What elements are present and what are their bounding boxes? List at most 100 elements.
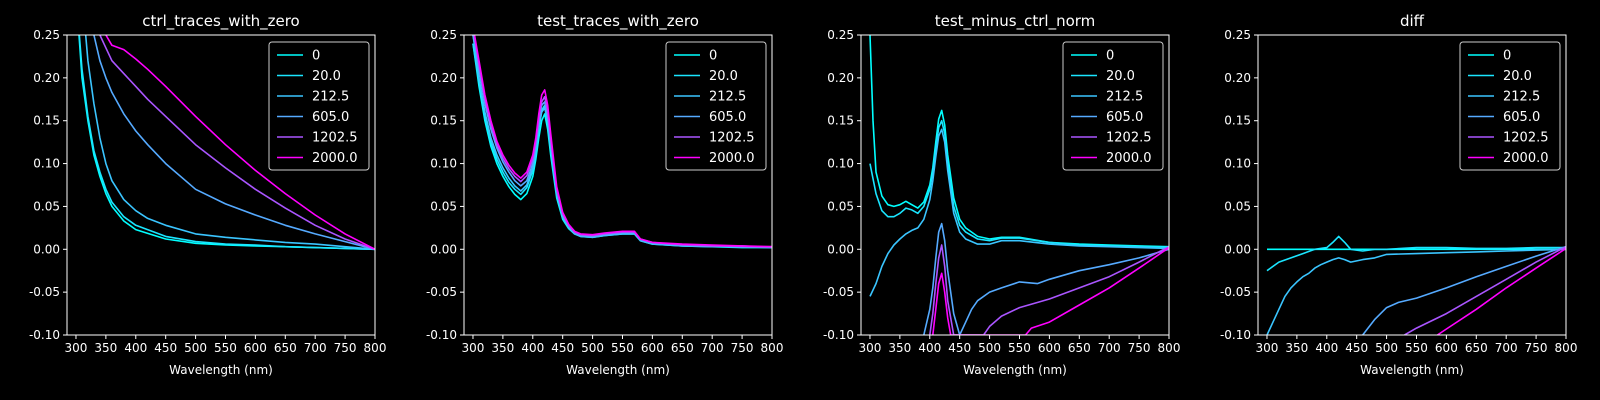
chart-title: ctrl_traces_with_zero [142,12,299,31]
x-tick-label: 750 [731,341,754,355]
y-tick-label: 0.25 [1224,28,1251,42]
y-tick-label: -0.05 [426,285,457,299]
series-line-5 [1436,247,1566,335]
x-tick-label: 300 [65,341,88,355]
x-tick-label: 350 [94,341,117,355]
x-tick-label: 750 [334,341,357,355]
legend: 0 20.0 212.5 605.0 1202.5 2000.0 [1062,41,1164,171]
series-group [472,35,772,249]
y-tick-label: 0.00 [827,242,854,256]
x-tick-label: 800 [1555,341,1578,355]
legend-box [1459,41,1561,171]
y-tick-label: -0.10 [29,328,60,342]
x-tick-label: 700 [1495,341,1518,355]
x-tick-label: 450 [1345,341,1368,355]
x-tick-label: 300 [859,341,882,355]
x-axis-label: Wavelength (nm) [963,363,1067,377]
y-tick-label: 0.20 [1224,71,1251,85]
x-tick-label: 600 [1038,341,1061,355]
plot-frame [463,34,773,336]
x-axis-label: Wavelength (nm) [1360,363,1464,377]
legend-label-2: 212.5 [709,90,746,105]
y-tick-label: 0.10 [33,157,60,171]
series-line-2 [1266,248,1566,335]
x-tick-label: 550 [1405,341,1428,355]
chart-1: test_traces_with_zero 300 350 400 450 500 550 6… [426,12,784,377]
series-line-3 [1362,245,1566,335]
legend-label-4: 1202.5 [1503,131,1549,146]
y-tick-label: 0.20 [430,71,457,85]
series-line-1 [869,119,1169,249]
x-axis-label: Wavelength (nm) [566,363,670,377]
series-line-3 [93,35,375,251]
series-group [869,35,1169,335]
legend-label-5: 2000.0 [709,151,755,166]
y-tick-label: 0.05 [33,199,60,213]
legend-box [665,41,767,171]
series-group [1266,235,1566,335]
y-tick-label: 0.00 [33,242,60,256]
legend: 0 20.0 212.5 605.0 1202.5 2000.0 [665,41,767,171]
legend-label-1: 20.0 [709,69,738,84]
legend-label-4: 1202.5 [312,131,358,146]
y-tick-label: 0.10 [1224,157,1251,171]
x-tick-label: 450 [551,341,574,355]
chart-title: test_minus_ctrl_norm [935,12,1096,31]
chart-title: diff [1400,12,1425,30]
legend-label-3: 605.0 [312,110,349,125]
y-tick-label: 0.05 [430,199,457,213]
y-tick-label: 0.15 [827,114,854,128]
legend-label-5: 2000.0 [312,151,358,166]
series-line-5 [932,246,1169,335]
x-tick-label: 750 [1128,341,1151,355]
x-tick-label: 550 [1008,341,1031,355]
legend-label-0: 0 [1503,49,1511,64]
y-tick-label: -0.10 [823,328,854,342]
legend-label-0: 0 [1106,49,1114,64]
plot-frame [1257,34,1567,336]
x-tick-label: 550 [611,341,634,355]
x-tick-label: 600 [1435,341,1458,355]
x-tick-label: 650 [1465,341,1488,355]
legend-label-1: 20.0 [1106,69,1135,84]
x-tick-label: 700 [304,341,327,355]
chart-0: ctrl_traces_with_zero 300 350 400 450 500 550 6… [29,12,387,377]
chart-3: diff 300 350 400 450 500 550 600 650 700 750 800 -0.… [1220,12,1578,377]
legend-label-3: 605.0 [709,110,746,125]
legend-label-3: 605.0 [1106,110,1143,125]
legend-label-2: 212.5 [312,90,349,105]
plot-frame [860,34,1170,336]
legend: 0 20.0 212.5 605.0 1202.5 2000.0 [1459,41,1561,171]
x-tick-label: 650 [1068,341,1091,355]
x-tick-label: 650 [274,341,297,355]
x-tick-label: 400 [124,341,147,355]
y-tick-label: 0.00 [430,242,457,256]
x-tick-label: 550 [214,341,237,355]
x-tick-label: 350 [1285,341,1308,355]
x-tick-label: 500 [184,341,207,355]
x-tick-label: 350 [888,341,911,355]
series-line-5 [105,35,375,251]
x-tick-label: 800 [761,341,784,355]
series-line-4 [99,35,375,251]
y-tick-label: -0.10 [1220,328,1251,342]
y-tick-label: -0.10 [426,328,457,342]
y-tick-label: 0.20 [827,71,854,85]
series-line-4 [1404,245,1566,335]
legend: 0 20.0 212.5 605.0 1202.5 2000.0 [268,41,370,171]
plot-frame [66,34,376,336]
x-tick-label: 500 [581,341,604,355]
x-tick-label: 400 [1315,341,1338,355]
x-tick-label: 650 [671,341,694,355]
y-tick-label: -0.05 [823,285,854,299]
legend-label-4: 1202.5 [709,131,755,146]
legend-label-1: 20.0 [1503,69,1532,84]
x-tick-label: 500 [978,341,1001,355]
y-tick-label: 0.05 [827,199,854,213]
legend-box [268,41,370,171]
y-tick-label: 0.00 [1224,242,1251,256]
x-tick-label: 300 [462,341,485,355]
x-tick-label: 300 [1256,341,1279,355]
x-tick-label: 800 [1158,341,1181,355]
series-line-3 [923,222,1169,335]
